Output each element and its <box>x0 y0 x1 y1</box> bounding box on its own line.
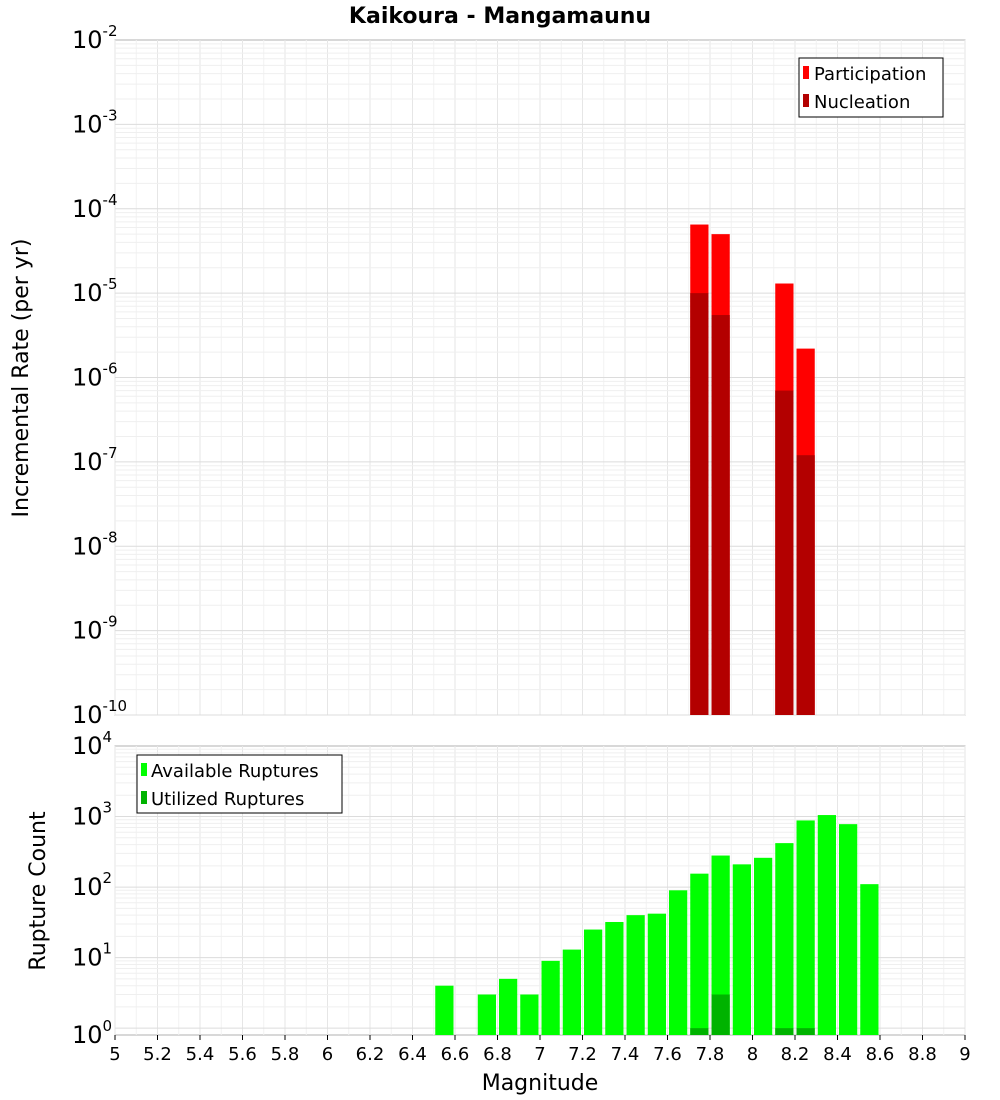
available-ruptures-bar <box>520 994 539 1035</box>
available-ruptures-bar <box>541 960 560 1035</box>
bottom-legend-box <box>136 754 343 814</box>
available-ruptures-legend-label: Available Ruptures <box>151 761 319 782</box>
x-tick-label: 7.2 <box>568 1044 597 1065</box>
bottom-y-axis-label: Rupture Count <box>26 811 51 971</box>
nucleation-legend-label: Nucleation <box>814 92 910 113</box>
x-tick-label: 6.8 <box>483 1044 512 1065</box>
y-tick-label: 101 <box>72 940 112 972</box>
bottom-y-ticks: 100 101 102 103 104 <box>72 728 112 1049</box>
participation-legend-swatch <box>803 66 809 79</box>
available-ruptures-bar <box>817 815 836 1035</box>
x-tick-label: 7 <box>534 1044 545 1065</box>
available-ruptures-bar <box>584 929 603 1035</box>
nucleation-bar <box>775 390 794 715</box>
utilized-ruptures-legend-swatch <box>141 791 147 804</box>
utilized-ruptures-bar <box>690 1028 709 1035</box>
x-tick-label: 5.2 <box>143 1044 172 1065</box>
available-ruptures-bar <box>711 855 730 1035</box>
top-y-axis-label: Incremental Rate (per yr) <box>9 239 34 518</box>
x-tick-label: 7.4 <box>611 1044 640 1065</box>
x-tick-label: 8.8 <box>908 1044 937 1065</box>
y-tick-label: 10-8 <box>72 528 118 560</box>
nucleation-legend-swatch <box>803 94 809 107</box>
x-tick-label: 5.6 <box>228 1044 257 1065</box>
x-tick-label: 6.6 <box>441 1044 470 1065</box>
available-ruptures-bar <box>669 890 688 1035</box>
x-tick-label: 5.4 <box>186 1044 215 1065</box>
x-tick-label: 6.2 <box>356 1044 385 1065</box>
utilized-ruptures-bar <box>775 1028 794 1035</box>
x-tick-label: 6.4 <box>398 1044 427 1065</box>
y-tick-label: 10-5 <box>72 275 118 307</box>
x-tick-label: 6 <box>322 1044 333 1065</box>
bottom-bars <box>435 815 879 1035</box>
nucleation-bar <box>796 455 815 715</box>
x-tick-label: 5.8 <box>271 1044 300 1065</box>
nucleation-bar <box>711 315 730 715</box>
participation-legend-label: Participation <box>814 64 926 85</box>
available-ruptures-bar <box>796 820 815 1035</box>
available-ruptures-bar <box>775 843 794 1035</box>
top-legend: Participation Nucleation <box>798 57 944 118</box>
available-ruptures-legend-swatch <box>141 763 147 776</box>
available-ruptures-bar <box>499 978 518 1035</box>
x-axis-label: Magnitude <box>482 1071 599 1096</box>
available-ruptures-bar <box>562 949 581 1035</box>
x-tick-label: 8.2 <box>781 1044 810 1065</box>
available-ruptures-bar <box>647 913 666 1035</box>
top-legend-box <box>798 57 944 118</box>
y-tick-label: 103 <box>72 799 112 831</box>
available-ruptures-bar <box>477 994 496 1035</box>
chart-title: Kaikoura - Mangamaunu <box>349 4 651 29</box>
y-tick-label: 10-9 <box>72 613 118 645</box>
x-tick-label: 7.8 <box>696 1044 725 1065</box>
utilized-ruptures-bar <box>711 994 730 1035</box>
y-tick-label: 10-3 <box>72 106 118 138</box>
bottom-legend: Available Ruptures Utilized Ruptures <box>136 754 343 814</box>
available-ruptures-bar <box>605 921 624 1035</box>
x-tick-label: 8 <box>747 1044 758 1065</box>
x-ticks: 5 5.2 5.4 5.6 5.8 6 6.2 6.4 6.6 6.8 7 7.2 7.4 7.6 7.8 8… <box>109 1035 971 1065</box>
y-tick-label: 10-7 <box>72 444 118 476</box>
x-tick-label: 8.4 <box>823 1044 852 1065</box>
available-ruptures-bar <box>860 884 879 1035</box>
top-bars <box>690 224 815 715</box>
top-gridlines <box>114 40 966 716</box>
y-tick-label: 100 <box>72 1017 112 1049</box>
y-tick-label: 10-2 <box>72 22 118 54</box>
x-tick-label: 8.6 <box>866 1044 895 1065</box>
y-tick-label: 10-6 <box>72 360 118 392</box>
utilized-ruptures-bar <box>796 1028 815 1035</box>
bottom-gridlines <box>114 746 966 1035</box>
available-ruptures-bar <box>732 864 751 1035</box>
y-tick-label: 10-10 <box>72 697 127 729</box>
y-tick-label: 102 <box>72 869 112 901</box>
nucleation-bar <box>690 293 709 715</box>
available-ruptures-bar <box>690 873 709 1035</box>
x-tick-label: 9 <box>959 1044 970 1065</box>
y-tick-label: 10-4 <box>72 191 118 223</box>
available-ruptures-bar <box>754 857 773 1035</box>
x-tick-label: 7.6 <box>653 1044 682 1065</box>
y-tick-label: 104 <box>72 728 112 760</box>
available-ruptures-bar <box>626 915 645 1035</box>
utilized-ruptures-legend-label: Utilized Ruptures <box>151 789 304 810</box>
x-tick-label: 5 <box>109 1044 120 1065</box>
available-ruptures-bar <box>839 824 858 1035</box>
available-ruptures-bar <box>435 985 454 1035</box>
